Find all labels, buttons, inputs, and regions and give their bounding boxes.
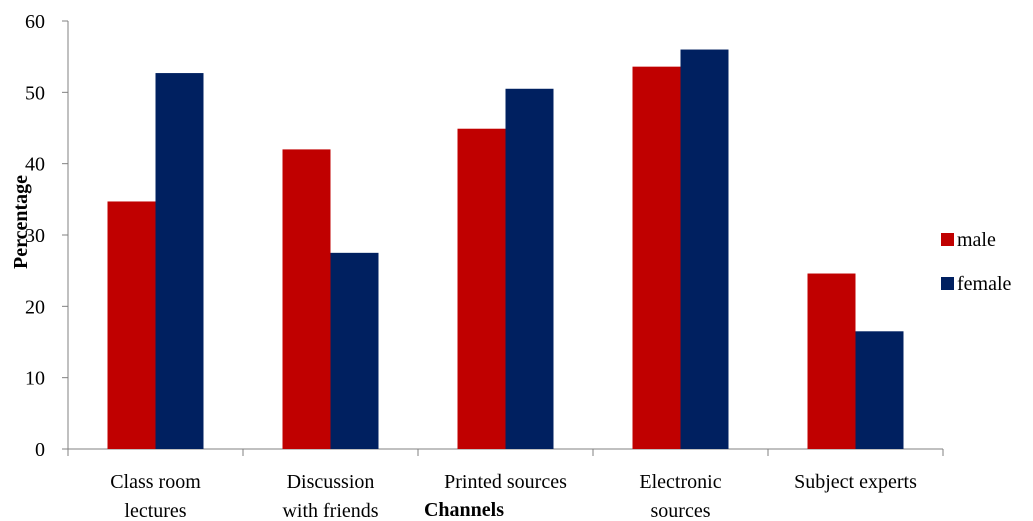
x-tick-label-line: lectures (124, 500, 186, 521)
bar-male (107, 201, 156, 449)
bar-female (505, 88, 554, 450)
legend-swatch-male (941, 233, 954, 246)
legend-label-female: female (957, 273, 1012, 295)
bar-female (330, 252, 379, 449)
y-tick-label: 30 (25, 225, 45, 247)
legend-label-male: male (957, 229, 996, 251)
bar-male (632, 66, 681, 450)
x-axis-title: Channels (424, 499, 504, 521)
bars (107, 49, 904, 450)
y-tick-label: 40 (25, 154, 45, 176)
x-tick-label-line: Printed sources (444, 471, 567, 493)
y-tick-label: 50 (25, 82, 45, 104)
bar-female (855, 331, 904, 449)
bar-male (457, 128, 506, 450)
y-axis-title: Percentage (10, 175, 32, 269)
bar-female (155, 73, 204, 449)
x-tick-label-line: Subject experts (794, 471, 917, 493)
x-tick-label: Printed sources (444, 471, 567, 493)
y-tick-label: 0 (35, 439, 45, 461)
legend-swatch-female (941, 277, 954, 290)
x-tick-label: Subject experts (794, 471, 917, 493)
y-tick-label: 10 (25, 368, 45, 390)
x-tick-label-line: Class room (110, 471, 201, 493)
category-labels: Class room lectures Discussion with friends… (110, 471, 917, 521)
x-tick-label-line: sources (651, 500, 711, 521)
x-axis (67, 448, 944, 456)
y-axis: 0 10 20 30 40 50 60 (25, 11, 69, 461)
x-tick-label-line: Electronic (639, 471, 721, 493)
y-tick-label: 20 (25, 296, 45, 318)
bar-male (807, 273, 856, 449)
x-tick-label: Class room lectures (110, 471, 201, 521)
x-tick-label-line: Discussion (287, 471, 375, 493)
x-tick-label: Discussion with friends (282, 471, 378, 521)
x-tick-label: Electronic sources (639, 471, 721, 521)
x-tick-label-line: with friends (282, 500, 378, 521)
bar-male (282, 149, 331, 449)
bar-female (680, 49, 729, 450)
y-tick-label: 60 (25, 11, 45, 33)
legend: male female (941, 229, 1012, 295)
